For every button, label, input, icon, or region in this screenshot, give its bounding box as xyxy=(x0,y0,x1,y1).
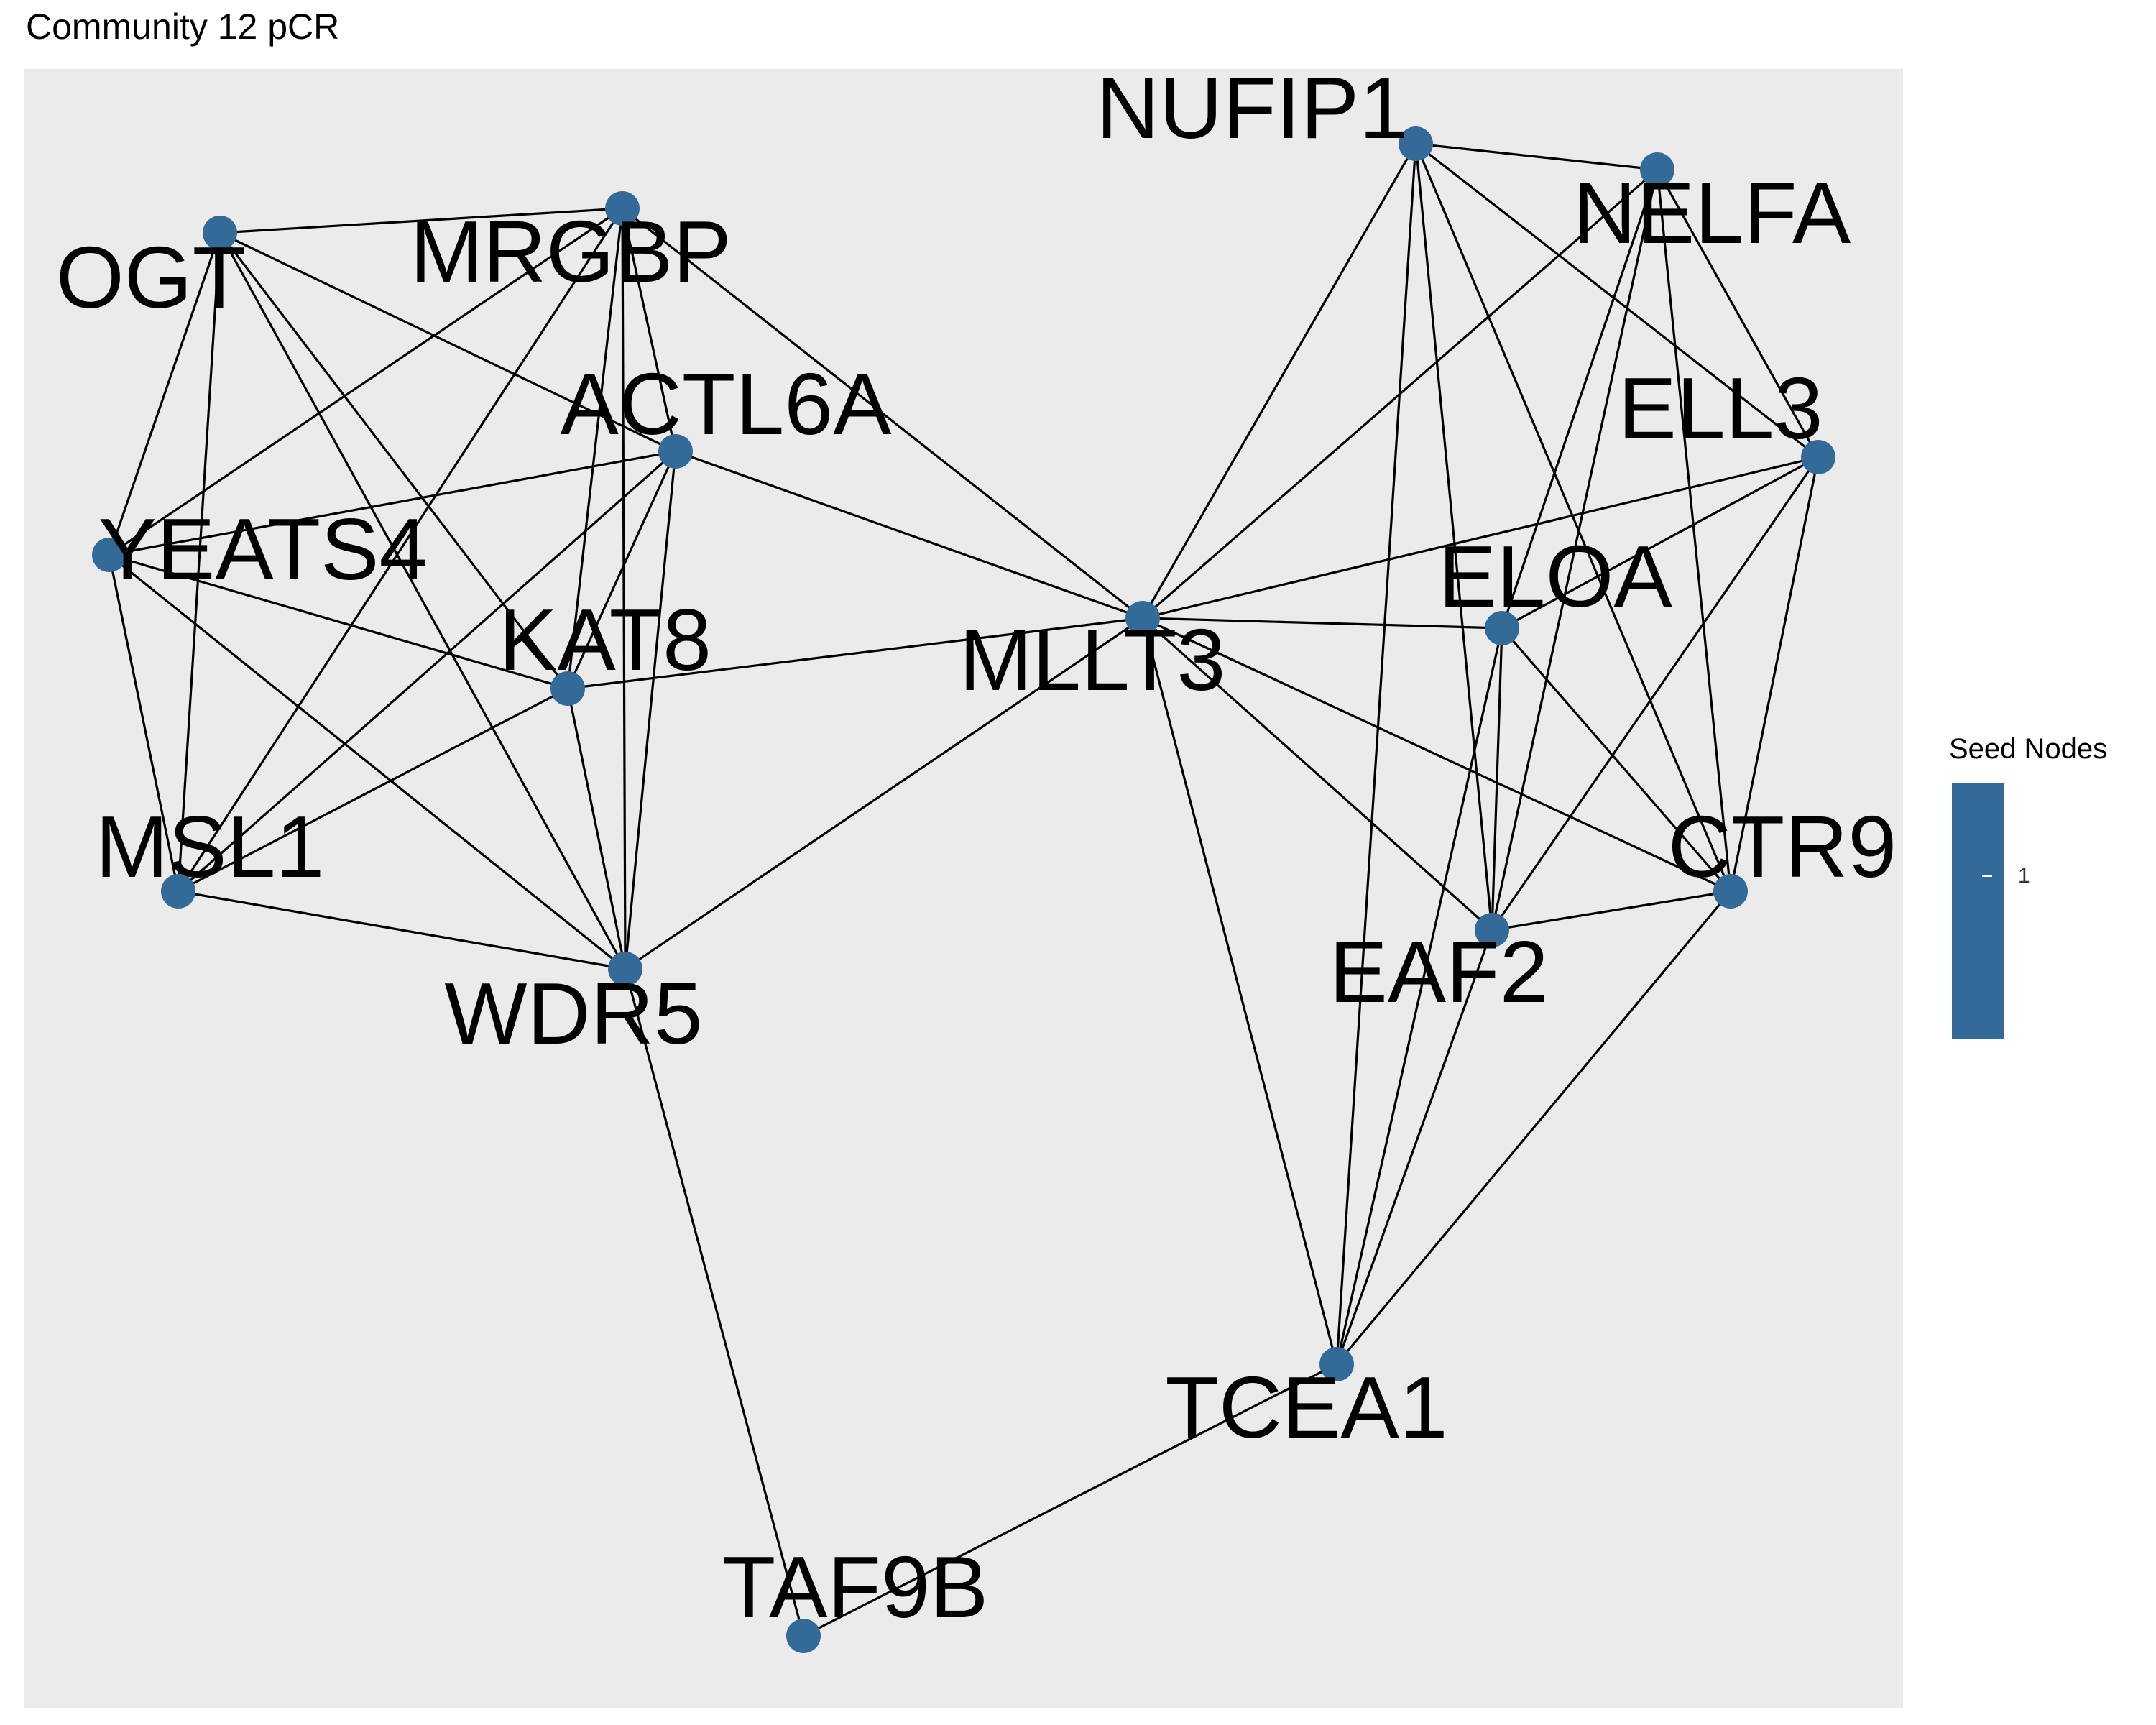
node-label-mrgbp: MRGBP xyxy=(410,203,731,300)
edge-msl1-wdr5 xyxy=(178,890,626,970)
labels-group: NUFIP1 NELFA OGT MRGBP ACTL6A ELL3 YEATS4 ELOA M… xyxy=(56,59,1897,1636)
node-label-mllt3: MLLT3 xyxy=(959,611,1226,709)
edge-ogt-msl1 xyxy=(177,232,221,892)
edge-nufip1-tcea1 xyxy=(1335,143,1417,1365)
legend-value: 1 xyxy=(2018,864,2030,888)
edge-eaf2-ctr9 xyxy=(1491,890,1731,932)
edge-nufip1-ell3 xyxy=(1415,142,1819,459)
legend-tick xyxy=(1982,875,1992,877)
node-mllt3[interactable] xyxy=(1125,601,1160,635)
edge-yeats4-msl1 xyxy=(108,554,180,892)
node-ell3[interactable] xyxy=(1801,440,1835,474)
node-yeats4[interactable] xyxy=(92,538,126,572)
node-label-nelfa: NELFA xyxy=(1573,164,1851,262)
node-nufip1[interactable] xyxy=(1399,126,1433,161)
edge-nufip1-nelfa xyxy=(1415,142,1658,171)
edge-ogt-wdr5 xyxy=(218,232,627,970)
edges-group xyxy=(108,142,1820,1637)
edge-mllt3-tcea1 xyxy=(1141,617,1338,1365)
legend-colorbar xyxy=(1952,783,2004,1039)
edge-eloa-eaf2 xyxy=(1491,627,1503,931)
node-taf9b[interactable] xyxy=(786,1619,821,1653)
node-ctr9[interactable] xyxy=(1713,874,1748,908)
edge-nufip1-eaf2 xyxy=(1414,143,1493,931)
node-label-nufip1: NUFIP1 xyxy=(1096,59,1408,157)
edge-kat8-wdr5 xyxy=(566,688,627,970)
edge-eaf2-tcea1 xyxy=(1335,929,1493,1365)
edge-nelfa-ctr9 xyxy=(1656,169,1732,892)
legend-title: Seed Nodes xyxy=(1949,733,2108,765)
node-eloa[interactable] xyxy=(1485,611,1519,645)
edge-yeats4-wdr5 xyxy=(108,553,627,970)
edge-nelfa-ell3 xyxy=(1656,169,1820,458)
edge-mrgbp-mllt3 xyxy=(622,207,1143,620)
edge-ogt-yeats4 xyxy=(108,232,221,556)
edge-eloa-tcea1 xyxy=(1335,627,1503,1365)
edge-actl6a-mllt3 xyxy=(675,450,1143,620)
edge-mllt3-nufip1 xyxy=(1141,143,1417,619)
plot-panel xyxy=(24,69,1903,1708)
edge-mllt3-eloa xyxy=(1142,617,1503,630)
node-label-wdr5: WDR5 xyxy=(444,965,702,1062)
node-kat8[interactable] xyxy=(550,671,585,706)
edge-ctr9-tcea1 xyxy=(1335,890,1732,1366)
edge-ogt-mrgbp xyxy=(219,207,623,234)
node-label-eaf2: EAF2 xyxy=(1329,923,1548,1021)
edge-eloa-ctr9 xyxy=(1501,627,1732,893)
edge-ell3-ctr9 xyxy=(1729,456,1820,892)
edge-mllt3-ctr9 xyxy=(1142,617,1731,893)
edge-wdr5-taf9b xyxy=(624,968,805,1637)
edge-tcea1-taf9b xyxy=(803,1363,1337,1637)
legend: Seed Nodes 1 xyxy=(1940,733,2156,1049)
node-label-tcea1: TCEA1 xyxy=(1165,1358,1447,1456)
node-mrgbp[interactable] xyxy=(605,191,640,226)
node-tcea1[interactable] xyxy=(1319,1347,1354,1381)
edge-yeats4-kat8 xyxy=(109,553,568,690)
node-label-taf9b: TAF9B xyxy=(722,1538,989,1636)
node-label-ogt: OGT xyxy=(56,229,246,326)
node-label-msl1: MSL1 xyxy=(96,798,325,896)
node-label-ctr9: CTR9 xyxy=(1668,798,1897,896)
edge-mrgbp-kat8 xyxy=(566,208,624,689)
edge-actl6a-wdr5 xyxy=(624,451,677,970)
edge-mrgbp-msl1 xyxy=(177,208,624,892)
edge-mllt3-ell3 xyxy=(1142,456,1819,620)
node-label-eloa: ELOA xyxy=(1438,528,1672,625)
edge-actl6a-msl1 xyxy=(177,450,677,893)
node-wdr5[interactable] xyxy=(608,952,642,986)
node-eaf2[interactable] xyxy=(1475,913,1509,947)
edge-mrgbp-wdr5 xyxy=(621,208,627,970)
edge-actl6a-yeats4 xyxy=(109,450,676,556)
edge-mrgbp-actl6a xyxy=(621,208,677,452)
edge-mllt3-eaf2 xyxy=(1141,617,1493,932)
node-actl6a[interactable] xyxy=(658,434,693,469)
edge-wdr5-mllt3 xyxy=(625,617,1143,970)
node-msl1[interactable] xyxy=(161,874,195,908)
edge-actl6a-kat8 xyxy=(566,451,677,689)
node-nelfa[interactable] xyxy=(1640,152,1674,187)
edge-ogt-kat8 xyxy=(218,232,569,689)
edge-nelfa-eloa xyxy=(1501,169,1659,629)
edge-ell3-eaf2 xyxy=(1491,456,1820,931)
node-label-ell3: ELL3 xyxy=(1618,359,1823,457)
edge-ell3-eloa xyxy=(1501,456,1819,630)
legend-tick xyxy=(1940,875,1950,877)
node-label-actl6a: ACTL6A xyxy=(560,355,892,453)
edge-nelfa-eaf2 xyxy=(1491,169,1659,931)
edge-kat8-mllt3 xyxy=(567,617,1143,690)
nodes-group xyxy=(92,126,1835,1653)
node-label-yeats4: YEATS4 xyxy=(98,500,428,598)
edge-nufip1-ctr9 xyxy=(1414,143,1732,892)
edge-kat8-msl1 xyxy=(178,687,568,893)
node-ogt[interactable] xyxy=(203,216,237,250)
plot-title: Community 12 pCR xyxy=(26,6,340,47)
edge-mrgbp-yeats4 xyxy=(109,207,623,556)
node-label-kat8: KAT8 xyxy=(499,591,711,689)
